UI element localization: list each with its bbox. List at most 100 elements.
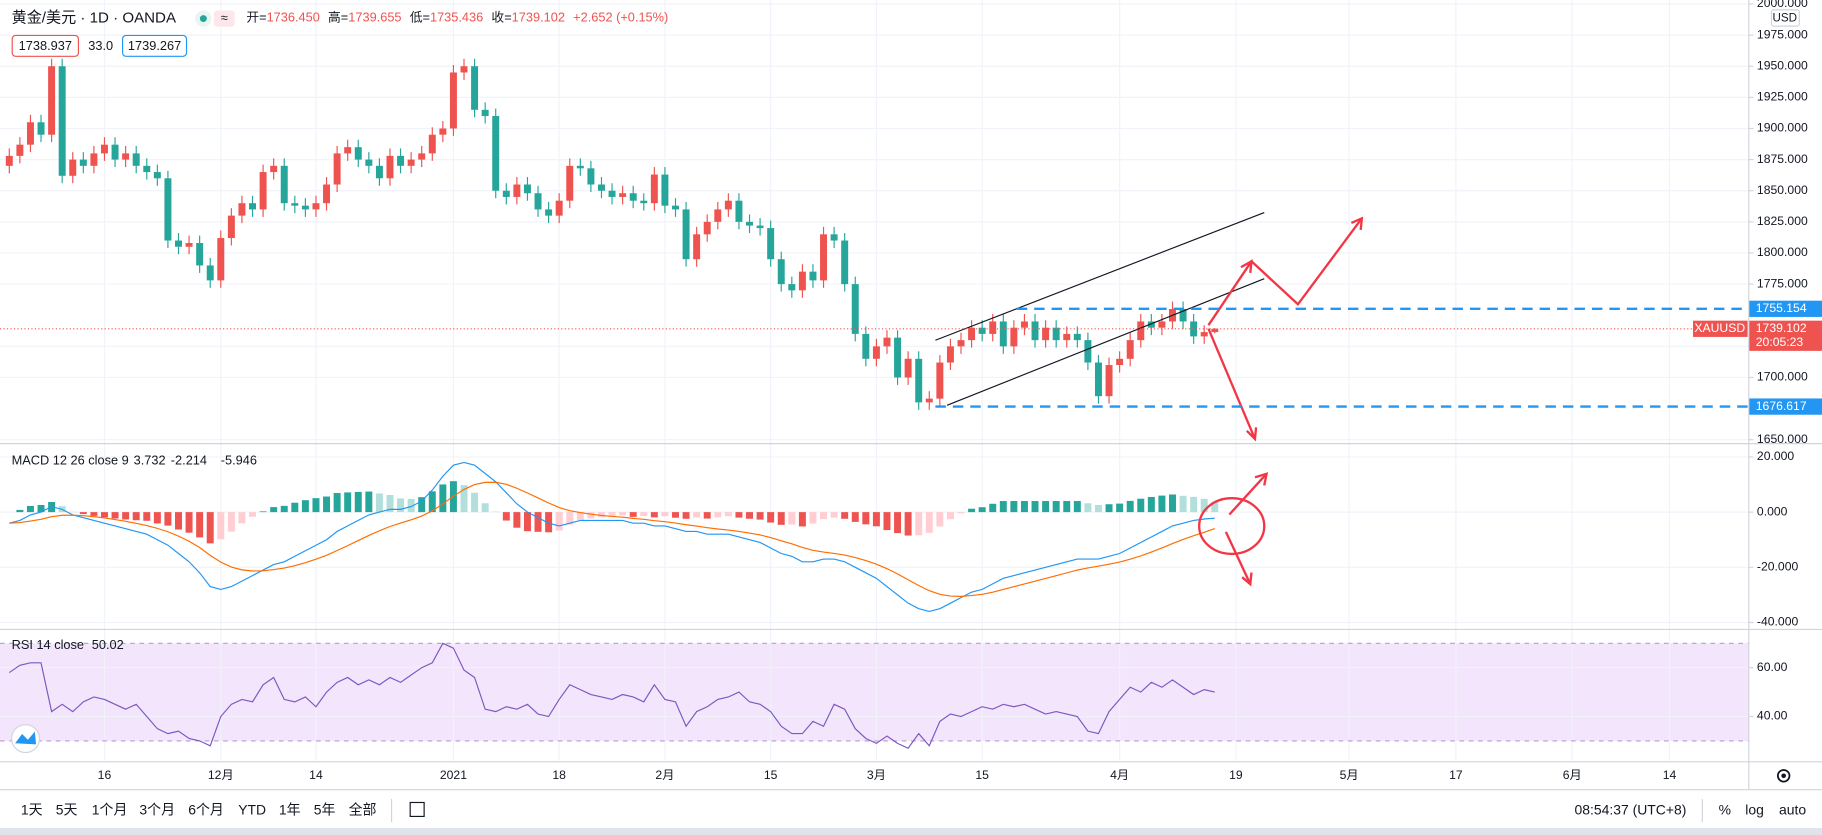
- histogram-bar: [428, 491, 436, 513]
- channel-lower: [946, 278, 1265, 406]
- range-button[interactable]: 5年: [314, 801, 336, 817]
- histogram-bar: [196, 512, 204, 538]
- range-button[interactable]: 全部: [349, 801, 377, 817]
- histogram-bar: [724, 512, 732, 517]
- histogram-bar: [418, 497, 426, 513]
- background-layer: [0, 643, 1749, 741]
- histogram-bar: [1147, 496, 1155, 513]
- candle-body: [111, 144, 119, 160]
- grid-layer: [0, 0, 1749, 761]
- settings-icon[interactable]: [1776, 769, 1791, 783]
- candle-body: [37, 122, 45, 135]
- candle-body: [227, 215, 235, 239]
- ohlc-legend: 开=1736.450 高=1739.655 低=1735.436 收=1739.…: [246, 10, 668, 25]
- arrow-head: [1241, 572, 1253, 587]
- currency-label[interactable]: USD: [1773, 12, 1798, 25]
- candle-body: [259, 172, 267, 210]
- ask-price[interactable]: 1739.267: [128, 38, 181, 53]
- auto-toggle[interactable]: auto: [1779, 801, 1806, 817]
- range-button[interactable]: 3个月: [139, 801, 175, 817]
- histogram-bar: [1158, 495, 1166, 513]
- candle-body: [407, 159, 415, 166]
- range-button[interactable]: YTD: [238, 801, 266, 817]
- arrow-up: [1228, 473, 1268, 516]
- y-tick-label: 1950.000: [1757, 58, 1808, 72]
- histogram-bar: [756, 512, 764, 520]
- x-tick-label: 16: [98, 768, 112, 782]
- bid-price[interactable]: 1738.937: [19, 38, 72, 53]
- candle-body: [545, 209, 553, 216]
- candle-body: [502, 190, 510, 197]
- y-tick-label: 1975.000: [1757, 27, 1808, 41]
- range-button[interactable]: 5天: [56, 801, 78, 817]
- x-tick-label: 14: [1663, 768, 1677, 782]
- range-button[interactable]: 1天: [21, 801, 43, 817]
- histogram-bar: [661, 512, 669, 517]
- candle-body: [1179, 309, 1187, 322]
- y-tick-label: 2000.000: [1757, 0, 1808, 10]
- overlay-layer: 16 12月 14 2021 18 2月 15 3月 15 4月 19 5月 17 6月 14 1650.00…: [0, 0, 1822, 782]
- x-tick-label: 2021: [440, 768, 467, 782]
- currency-box[interactable]: [1770, 9, 1800, 27]
- symbol-label: XAUUSD: [1694, 321, 1745, 335]
- range-button[interactable]: 1个月: [92, 801, 128, 817]
- histogram-bar: [788, 512, 796, 525]
- histogram-bar: [703, 512, 711, 519]
- y-tick-label: 1900.000: [1757, 121, 1808, 135]
- candle-body: [566, 165, 574, 201]
- log-toggle[interactable]: log: [1745, 801, 1764, 817]
- candle-body: [449, 72, 457, 129]
- ask-box[interactable]: [122, 34, 188, 57]
- candle-body: [682, 209, 690, 260]
- histogram-bar: [397, 498, 405, 513]
- ohlc-value: 1739.655: [348, 10, 401, 25]
- histogram-bar: [545, 512, 553, 533]
- histogram-bar: [1073, 501, 1081, 513]
- candle-body: [650, 174, 658, 204]
- candle-body: [968, 327, 976, 341]
- histogram-bar: [365, 491, 373, 513]
- candle-body: [481, 109, 489, 117]
- rsi-value: 50.02: [92, 637, 124, 652]
- histogram-bar: [132, 512, 140, 521]
- y-tick-label: 1875.000: [1757, 152, 1808, 166]
- histogram-bar: [175, 512, 182, 530]
- ohlc-value: 1735.436: [430, 10, 483, 25]
- x-tick-label: 15: [764, 768, 778, 782]
- goto-date-icon[interactable]: [409, 801, 425, 817]
- histogram-bar: [291, 502, 299, 513]
- histogram-bar: [894, 512, 902, 534]
- candle-body: [249, 203, 257, 210]
- clock[interactable]: 08:54:37 (UTC+8): [1574, 801, 1686, 817]
- candle-body: [915, 358, 923, 403]
- percent-toggle[interactable]: %: [1719, 801, 1731, 817]
- x-tick-label: 12月: [208, 768, 234, 782]
- candle-body: [904, 358, 912, 378]
- histogram-bar: [153, 512, 161, 524]
- histogram-bar: [16, 509, 24, 513]
- candle-body: [534, 193, 542, 210]
- last-price-label: 1739.102: [1756, 321, 1807, 335]
- arrow-down: [1207, 328, 1257, 440]
- x-tick-label: 17: [1449, 768, 1463, 782]
- histogram-bar: [217, 512, 225, 540]
- range-button[interactable]: 6个月: [188, 801, 224, 817]
- y-tick-label: 0.000: [1757, 504, 1788, 518]
- candle-body: [672, 205, 679, 210]
- candle-body: [16, 144, 24, 156]
- level-label: 1755.154: [1756, 301, 1807, 315]
- candle-body: [1200, 332, 1208, 337]
- candle-body: [153, 172, 161, 179]
- candle-body: [1147, 321, 1155, 328]
- range-button[interactable]: 1年: [279, 801, 301, 817]
- bid-box[interactable]: [11, 34, 80, 57]
- histogram-bar: [1084, 503, 1092, 513]
- histogram-bar: [249, 512, 257, 517]
- status-glyph: ≈: [221, 10, 228, 25]
- y-tick-label: 40.00: [1757, 709, 1788, 723]
- histogram-bar: [968, 508, 976, 513]
- histogram-bar: [407, 498, 415, 513]
- histogram-bar: [1105, 504, 1113, 513]
- rsi-title: RSI 14 close: [12, 637, 84, 652]
- candle-body: [619, 193, 627, 197]
